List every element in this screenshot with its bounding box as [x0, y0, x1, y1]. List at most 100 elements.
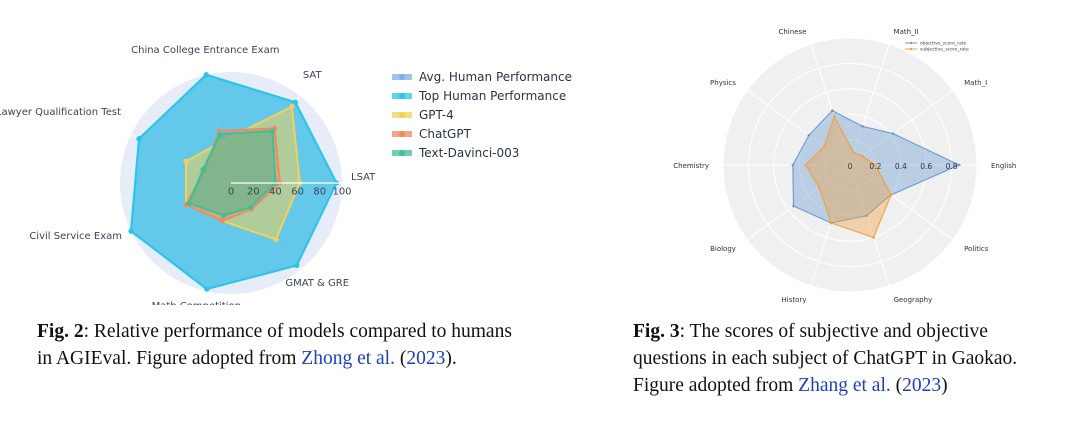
- fig3-point-objective-score-rate-geography: [865, 214, 868, 218]
- fig3-point-subjective-score-rate-geography: [872, 236, 875, 239]
- fig3-year-link[interactable]: 2023: [902, 375, 942, 396]
- fig3-radial-tick-0-2: 0.2: [869, 162, 881, 171]
- fig2-caption-text-2: in AGIEval. Figure adopted from: [37, 348, 302, 369]
- fig2-point-top-human-performance-gmat-gre: [294, 262, 300, 269]
- fig2-legend-label-top-human-performance: Top Human Performance: [418, 89, 566, 103]
- fig3-spoke-history: [810, 164, 851, 286]
- fig2-legend-label-avg-human-performance: Avg. Human Performance: [419, 70, 572, 84]
- fig3-axis-label-chemistry: Chemistry: [673, 162, 709, 170]
- fig2-caption-paren-close: ).: [445, 348, 457, 369]
- fig3-axis-label-history: History: [782, 296, 807, 304]
- fig3-axis-label-math-ii: Math_II: [894, 28, 919, 36]
- fig3-citation-link[interactable]: Zhang et al.: [798, 375, 891, 396]
- fig3-caption-text-1: : The scores of subjective and objective: [679, 321, 988, 342]
- fig3-spoke-math-i: [849, 89, 954, 166]
- fig2-point-gpt-4-gmat-gre: [273, 236, 279, 243]
- fig3-spoke-politics: [849, 164, 954, 241]
- fig3-point-subjective-score-rate-math-i: [861, 154, 864, 158]
- fig2-radial-tick-20: 20: [247, 186, 260, 197]
- fig3-point-subjective-score-rate-history: [829, 221, 833, 225]
- fig2-point-text-davinci-003-gmat-gre: [247, 204, 253, 210]
- fig3-point-objective-score-rate-math-i: [891, 132, 895, 135]
- fig3-axis-label-physics: Physics: [710, 79, 736, 87]
- fig3-caption-paren-open: (: [890, 375, 903, 396]
- fig2-radial-tick-40: 40: [269, 186, 282, 197]
- fig2-year-link[interactable]: 2023: [406, 348, 446, 369]
- fig3-caption-paren-close: ): [941, 375, 948, 396]
- fig3-axis-label-geography: Geography: [894, 296, 933, 304]
- fig3-spoke-geography: [849, 164, 890, 286]
- fig2-legend-label-text-davinci-003: Text-Davinci-003: [418, 146, 519, 160]
- fig2-point-gpt-4-lawyer-qualification-test: [183, 158, 189, 164]
- fig3-legend-label-subjective-score-rate: subjective_score_rate: [920, 47, 969, 53]
- fig2-caption-label: Fig. 2: [37, 321, 84, 342]
- fig2-point-top-human-performance-china-college-entrance-exam: [203, 72, 209, 78]
- fig3-point-objective-score-rate-chinese: [831, 109, 834, 112]
- fig2-point-text-davinci-003-china-college-entrance-exam: [217, 131, 223, 137]
- fig3-radar-chart: 0 0.2 0.4 0.6 0.8 English Math_I Math_II Chinese…: [673, 28, 1016, 304]
- fig2-point-top-human-performance-lawyer-qualification-test: [136, 136, 142, 142]
- fig3-point-subjective-score-rate-chemistry: [804, 163, 807, 167]
- fig2-citation-link[interactable]: Zhong et al.: [301, 348, 395, 369]
- fig2-axis-label-civil-service-exam: Civil Service Exam: [29, 231, 122, 242]
- fig2-point-text-davinci-003-math-competition: [220, 212, 227, 219]
- fig3-point-objective-score-rate-math-ii: [861, 125, 864, 128]
- fig2-axis-label-lawyer-qualification-test: Lawyer Qualification Test: [0, 107, 121, 118]
- fig3-spoke-biology: [746, 164, 851, 241]
- fig2-legend-marker-chatgpt: [399, 131, 405, 137]
- fig3-point-objective-score-rate-chemistry: [791, 163, 795, 167]
- fig3-point-subjective-score-rate-math-ii: [852, 151, 856, 155]
- fig3-axis-label-math-i: Math_I: [964, 79, 987, 87]
- fig3-caption: Fig. 3: The scores of subjective and obj…: [633, 318, 1073, 399]
- fig2-legend-label-gpt-4: GPT-4: [419, 108, 454, 122]
- fig2-radial-tick-60: 60: [291, 186, 304, 197]
- fig3-radial-tick-0-8: 0.8: [946, 162, 958, 171]
- fig3-legend-marker-objective-score-rate: [909, 41, 913, 45]
- fig2-point-top-human-performance-civil-service-exam: [128, 228, 134, 234]
- fig2-caption: Fig. 2: Relative performance of models c…: [37, 318, 597, 372]
- fig3-point-objective-score-rate-physics: [807, 133, 811, 137]
- fig2-series-text-davinci-003: [187, 129, 277, 217]
- fig2-axis-label-gmat-gre: GMAT & GRE: [285, 278, 349, 289]
- fig2-axis-label-lsat: LSAT: [351, 172, 376, 183]
- fig2-radial-tick-0: 0: [228, 186, 234, 197]
- fig3-point-subjective-score-rate-politics: [889, 193, 893, 197]
- fig3-radial-tick-0-4: 0.4: [895, 162, 907, 171]
- fig3-spoke-chinese: [810, 44, 851, 166]
- fig2-point-text-davinci-003-civil-service-exam: [186, 200, 192, 206]
- fig3-point-objective-score-rate-biology: [792, 204, 795, 208]
- fig3-axis-label-chinese: Chinese: [778, 28, 806, 36]
- fig2-point-top-human-performance-math-competition: [204, 286, 210, 292]
- fig2-caption-paren-open: (: [394, 348, 407, 369]
- fig2-radial-tick-80: 80: [313, 186, 326, 197]
- fig3-axis-label-biology: Biology: [710, 245, 736, 253]
- fig3-caption-text-3: Figure adopted from: [633, 375, 799, 396]
- fig3-axis-label-politics: Politics: [964, 245, 989, 253]
- fig2-legend-label-chatgpt: ChatGPT: [419, 127, 472, 141]
- fig2-radial-tick-100: 100: [332, 186, 351, 197]
- fig2-point-text-davinci-003-lawyer-qualification-test: [200, 166, 206, 173]
- fig3-radial-tick-0-6: 0.6: [920, 162, 932, 171]
- fig3-legend-label-objective-score-rate: objective_score_rate: [920, 41, 967, 47]
- fig3-radial-tick-0: 0: [848, 162, 853, 171]
- fig3-caption-text-2: questions in each subject of ChatGPT in …: [633, 348, 1018, 369]
- fig3-point-subjective-score-rate-physics: [823, 145, 826, 148]
- fig3-legend-marker-subjective-score-rate: [909, 47, 913, 51]
- fig2-legend-marker-text-davinci-003: [399, 150, 405, 156]
- fig3-spoke-physics: [746, 89, 851, 166]
- fig3-axis-label-english: English: [991, 162, 1016, 170]
- fig3-spoke-math-ii: [849, 44, 890, 166]
- fig3-point-subjective-score-rate-english: [874, 163, 877, 167]
- fig2-legend-marker-avg-human-performance: [399, 74, 405, 80]
- fig2-axis-label-math-competition: Math Competition: [152, 301, 241, 305]
- fig2-point-top-human-performance-sat: [292, 99, 298, 105]
- fig2-axis-label-sat: SAT: [303, 70, 323, 81]
- fig2-legend-marker-gpt-4: [399, 112, 405, 118]
- fig2-point-chatgpt-math-competition: [219, 218, 225, 224]
- fig2-point-text-davinci-003-sat: [269, 128, 276, 134]
- fig2-caption-text-1: : Relative performance of models compare…: [83, 321, 512, 342]
- fig2-point-gpt-4-sat: [289, 104, 295, 110]
- fig3-point-subjective-score-rate-biology: [817, 186, 821, 189]
- fig3-caption-label: Fig. 3: [633, 321, 680, 342]
